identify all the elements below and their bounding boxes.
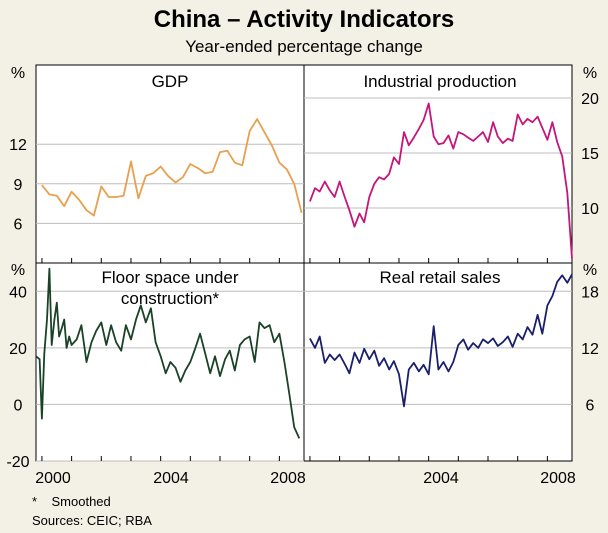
chart-subtitle: Year-ended percentage change — [185, 37, 423, 56]
chart-title: China – Activity Indicators — [154, 6, 455, 33]
x-tick-label-right-2008: 2008 — [540, 470, 576, 487]
gridlines — [36, 97, 572, 462]
x-tick-label-right-2004: 2004 — [423, 470, 459, 487]
series-line-industrial-production — [309, 102, 573, 259]
y-tick-label-real-retail-sales-0: 6 — [586, 397, 595, 414]
footnote: * Smoothed — [32, 494, 111, 509]
unit-label-industrial-production: % — [583, 65, 597, 82]
y-tick-label-gdp-1: 9 — [14, 177, 23, 194]
panel-title-gdp: GDP — [152, 72, 189, 91]
y-tick-label-real-retail-sales-1: 12 — [581, 341, 599, 358]
y-tick-label-industrial-production-0: 10 — [581, 201, 599, 218]
series-line-floor-space — [35, 267, 301, 439]
x-tick-label-left-2008: 2008 — [270, 470, 306, 487]
panel-title-industrial-production: Industrial production — [363, 72, 516, 91]
panel-title-real-retail-sales: Real retail sales — [380, 268, 501, 287]
series-line-real-retail-sales — [309, 273, 573, 408]
y-tick-label-industrial-production-2: 20 — [581, 91, 599, 108]
x-tick-label-left-2000: 2000 — [35, 470, 71, 487]
series-lines — [35, 102, 573, 439]
sources: Sources: CEIC; RBA — [32, 513, 152, 528]
y-tick-label-real-retail-sales-2: 18 — [581, 284, 599, 301]
y-tick-label-gdp-0: 6 — [14, 216, 23, 233]
panel-title-floor-space-line1: Floor space under — [101, 268, 238, 287]
panel-title-floor-space-line2: construction* — [121, 289, 220, 308]
unit-label-gdp: % — [11, 65, 25, 82]
y-tick-label-floor-space-2: 20 — [9, 341, 27, 358]
unit-label-real-retail-sales: % — [583, 262, 597, 279]
y-tick-label-floor-space-1: 0 — [14, 397, 23, 414]
y-tick-label-industrial-production-1: 15 — [581, 146, 599, 163]
axis-ticks: 6 9 12 10 15 20 -20 0 20 40 6 12 18 — [6, 91, 599, 471]
y-tick-label-gdp-2: 12 — [9, 137, 27, 154]
series-line-gdp — [41, 118, 303, 217]
y-tick-label-floor-space-3: 40 — [9, 284, 27, 301]
x-tick-label-left-2004: 2004 — [153, 470, 189, 487]
y-tick-label-floor-space-0: -20 — [6, 454, 29, 471]
unit-label-floor-space: % — [11, 262, 25, 279]
